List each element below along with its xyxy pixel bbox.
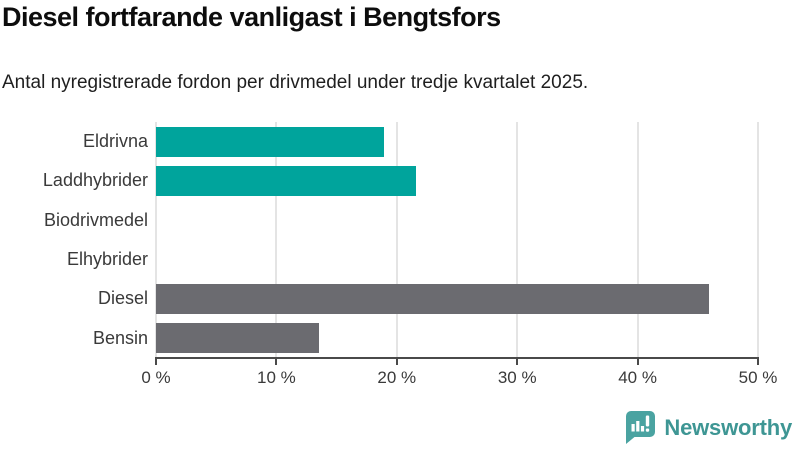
category-label-biodrivmedel: Biodrivmedel: [43, 209, 148, 230]
gridline: [275, 122, 278, 358]
category-label-elhybrider: Elhybrider: [66, 248, 148, 269]
gridline: [757, 122, 759, 358]
x-tick: [757, 357, 759, 365]
category-label-laddhybrider: Laddhybrider: [42, 170, 148, 191]
newsworthy-chart-bubble-icon: [626, 411, 656, 444]
x-tick-label: 20 %: [377, 368, 417, 387]
gridline: [395, 122, 398, 358]
gridline: [636, 122, 639, 358]
bar-row: [156, 279, 758, 318]
bar-row: [156, 319, 758, 358]
x-axis-line: [155, 357, 759, 359]
gridline: [516, 122, 519, 358]
category-label-diesel: Diesel: [97, 288, 148, 309]
bar-eldrivna: [156, 126, 384, 157]
chart-subtitle: Antal nyregistrerade fordon per drivmede…: [2, 72, 589, 93]
category-label-eldrivna: Eldrivna: [82, 131, 148, 151]
x-tick-label: 10 %: [257, 368, 296, 387]
bar-diesel: [156, 283, 709, 314]
bar-row: [156, 122, 758, 161]
x-tick: [636, 357, 639, 365]
x-tick: [275, 357, 278, 365]
x-tick-label: 0 %: [141, 368, 171, 387]
x-tick: [395, 357, 398, 365]
x-tick: [516, 357, 519, 365]
plot-area: [155, 122, 759, 358]
newsworthy-wordmark: Newsworthy: [664, 414, 792, 440]
chart-title: Diesel fortfarande vanligast i Bengtsfor…: [2, 2, 501, 32]
x-tick: [155, 357, 157, 365]
bar-row: [156, 201, 758, 240]
bar-bensin: [156, 323, 319, 354]
bar-laddhybrider: [156, 165, 417, 196]
category-label-bensin: Bensin: [92, 327, 148, 348]
bar-row: [156, 240, 758, 279]
newsworthy-logo: Newsworthy: [626, 411, 792, 444]
bar-row: [156, 161, 758, 200]
x-tick-label: 40 %: [618, 368, 657, 387]
x-tick-label: 50 %: [738, 368, 778, 387]
x-tick-label: 30 %: [497, 368, 537, 387]
gridline: [155, 122, 157, 358]
